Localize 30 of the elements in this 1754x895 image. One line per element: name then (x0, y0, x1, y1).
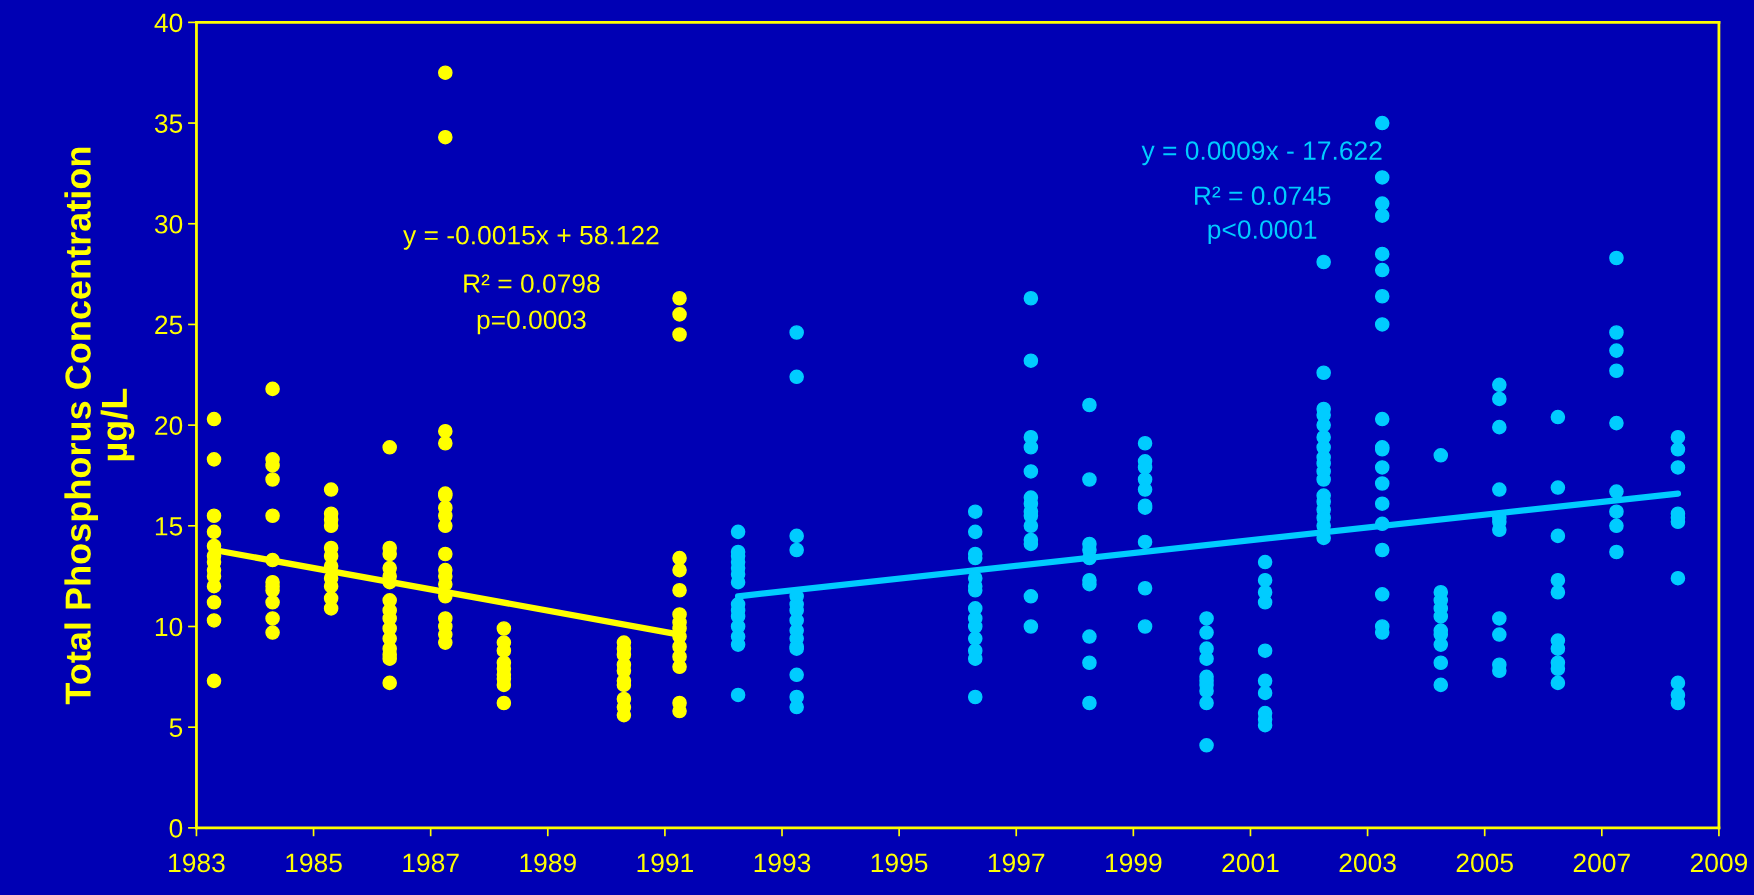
x-tick-label: 2001 (1222, 853, 1279, 873)
y-tick-label: 5 (169, 718, 183, 738)
x-tick-label: 2007 (1573, 853, 1630, 873)
annotation: R² = 0.0798 (464, 274, 600, 293)
x-tick-label: 1987 (403, 853, 459, 873)
x-tick-label: 2003 (1339, 853, 1396, 873)
y-tick-label: 25 (155, 315, 183, 335)
x-tick-label: 1985 (286, 853, 342, 873)
x-tick-label: 1991 (637, 853, 693, 873)
y-axis-title: Total Phosphorus Concentration µg/L (64, 147, 135, 705)
x-tick-label: 2009 (1690, 853, 1748, 873)
x-tick-label: 2005 (1456, 853, 1513, 873)
x-tick-label: 1993 (754, 853, 811, 873)
x-tick-label: 1989 (520, 853, 576, 873)
y-tick-label: 40 (154, 13, 183, 33)
x-tick-label: 1997 (988, 853, 1045, 873)
annotation: p<0.0001 (1208, 220, 1317, 245)
y-tick-label: 10 (155, 617, 183, 637)
y-tick-label: 20 (155, 416, 183, 435)
annotation: p=0.0003 (477, 310, 586, 335)
annotation: y = 0.0009x - 17.622 (1141, 141, 1382, 166)
annotation: R² = 0.0745 (1195, 186, 1331, 206)
y-tick-label: 15 (155, 517, 183, 536)
x-tick-label: 1999 (1106, 853, 1162, 873)
x-tick-label: 1995 (871, 853, 928, 873)
x-tick-label: 1983 (169, 853, 225, 873)
annotation: y = -0.0015x + 58.122 (403, 225, 659, 250)
y-tick-label: 35 (154, 114, 183, 133)
y-tick-label: 30 (154, 214, 183, 234)
y-tick-label: 0 (169, 819, 183, 838)
